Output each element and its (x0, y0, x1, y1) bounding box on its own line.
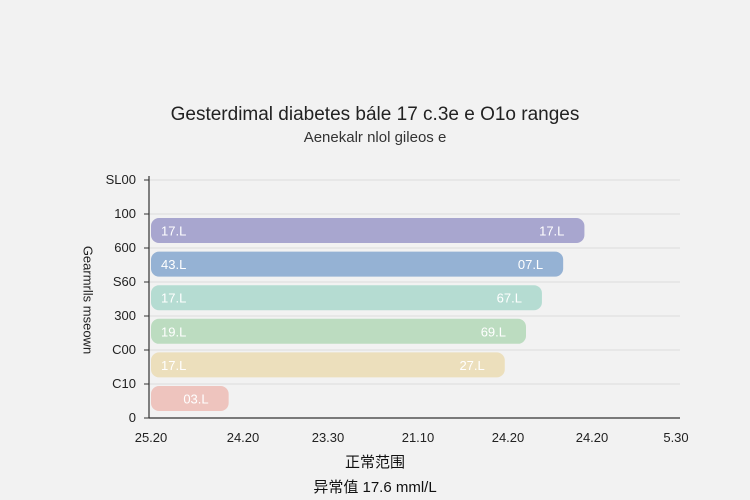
x-tick-label: 23.30 (312, 430, 345, 445)
x-axis-label: 正常范围 (344, 454, 405, 471)
outlier-note: 异常值 17.6 mml/L (313, 479, 437, 496)
bar-value-label: 67.L (497, 291, 522, 306)
bar (151, 318, 527, 344)
y-tick-label: 300 (114, 308, 136, 323)
y-tick-label: 100 (114, 206, 136, 221)
bar (151, 218, 585, 243)
bar-value-label: 17.L (539, 224, 564, 239)
y-tick-label: 0 (129, 410, 136, 425)
bars: 17.L 17.L 43.L 07.L 17.L 67.L 19.L 69.L 17.L 27.L… (151, 218, 585, 411)
bar-left-label: 43.L (161, 257, 186, 272)
bar-value-label: 03.L (183, 392, 208, 407)
x-tick-label: 5.30 (663, 430, 688, 445)
axes: 0 C10 C00 300 S60 600 100 SL00 25.20 24.20 23.30 21… (106, 172, 689, 445)
y-tick-label: C00 (112, 342, 136, 357)
chart-title: Gesterdimal diabetes bále 17 c.3e e O1o … (170, 104, 580, 125)
bar (151, 386, 229, 411)
bar-left-label: 19.L (161, 324, 186, 339)
y-tick-label: 600 (114, 240, 136, 255)
chart-subtitle: Aenekalr nlol gileos e (303, 129, 447, 146)
bar-left-label: 17.L (161, 358, 186, 373)
bar (151, 251, 564, 277)
y-tick-label: SL00 (106, 172, 136, 187)
bar-value-label: 69.L (481, 324, 506, 339)
bar (151, 285, 542, 311)
x-tick-label: 25.20 (135, 430, 168, 445)
x-tick-label: 24.20 (492, 430, 525, 445)
bar-value-label: 07.L (518, 257, 543, 272)
bar-value-label: 27.L (459, 358, 484, 373)
bar (151, 352, 505, 378)
grid-lines (149, 179, 680, 385)
x-tick-label: 24.20 (227, 430, 260, 445)
y-tick-label: C10 (112, 376, 136, 391)
bar-left-label: 17.L (161, 291, 186, 306)
x-tick-label: 24.20 (576, 430, 609, 445)
bar-left-label: 17.L (161, 224, 186, 239)
y-tick-label: S60 (113, 274, 136, 289)
x-tick-label: 21.10 (402, 430, 435, 445)
